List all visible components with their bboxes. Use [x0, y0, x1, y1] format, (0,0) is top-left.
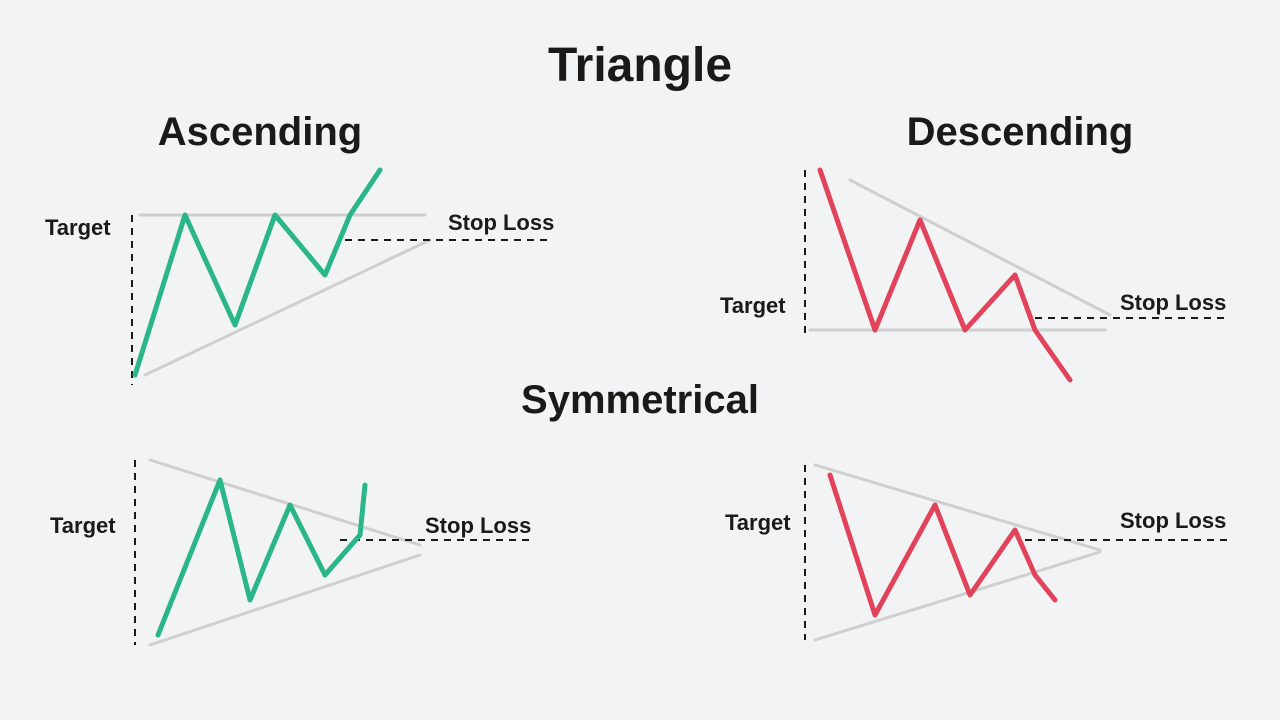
stoploss-label: Stop Loss — [1120, 290, 1226, 316]
target-label: Target — [45, 215, 111, 241]
stoploss-label: Stop Loss — [425, 513, 531, 539]
trend-line — [150, 460, 420, 545]
target-label: Target — [725, 510, 791, 536]
trend-line — [815, 465, 1100, 550]
price-line — [830, 475, 1055, 615]
panel-sym-bear: Target Stop Loss — [690, 440, 1280, 680]
price-line — [158, 480, 365, 635]
trend-line — [150, 555, 420, 645]
target-label: Target — [50, 513, 116, 539]
trend-line — [145, 240, 430, 375]
subtitle-ascending: Ascending — [0, 110, 520, 155]
stoploss-label: Stop Loss — [448, 210, 554, 236]
panel-sym-bull: Target Stop Loss — [30, 440, 630, 680]
price-line — [135, 170, 380, 375]
panel-descending: Target Stop Loss — [690, 160, 1280, 400]
subtitle-descending: Descending — [760, 110, 1280, 155]
main-title: Triangle — [0, 38, 1280, 93]
panel-ascending: Target Stop Loss — [30, 160, 630, 400]
target-label: Target — [720, 293, 786, 319]
stoploss-label: Stop Loss — [1120, 508, 1226, 534]
